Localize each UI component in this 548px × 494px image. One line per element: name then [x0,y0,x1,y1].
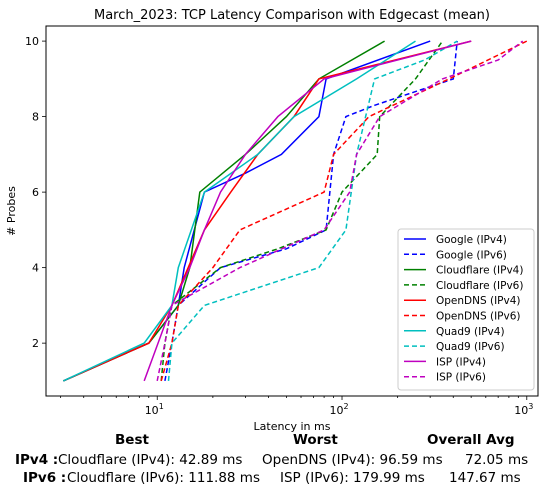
x-axis: 101 102 103 [60,396,533,417]
summary-ipv4-label: IPv4 : [15,452,59,468]
legend-label: Google (IPv4) [436,234,507,246]
summary-ipv4-worst: OpenDNS (IPv4): 96.59 ms [262,452,443,468]
summary-header-worst: Worst [293,432,338,448]
summary-header-best: Best [115,432,149,448]
x-axis-label: Latency in ms [254,420,331,433]
summary-ipv6-label: IPv6 : [23,470,67,486]
series-line-quad9-ipv6 [167,40,458,381]
series-line-google-ipv4 [62,40,431,382]
legend-label: ISP (IPv4) [436,356,486,368]
summary-ipv6-worst: ISP (IPv6): 179.99 ms [280,470,425,486]
summary-header-overall: Overall Avg [427,432,515,448]
y-tick-label: 8 [32,111,39,124]
series-line-cloudflare-ipv6 [160,40,444,381]
legend-label: Cloudflare (IPv6) [436,280,523,292]
x-tick-label: 102 [329,402,348,417]
y-axis: 2 4 6 8 10 [25,35,46,350]
legend-label: Quad9 (IPv4) [436,326,505,338]
series-line-isp-ipv6 [156,40,524,382]
summary-ipv6-best: Cloudflare (IPv6): 111.88 ms [67,470,260,486]
legend-label: ISP (IPv6) [436,372,486,384]
y-tick-label: 4 [32,262,39,275]
x-tick-label: 101 [145,402,164,417]
legend: Google (IPv4) Google (IPv6) Cloudflare (IP… [397,228,535,391]
legend-label: OpenDNS (IPv4) [436,295,521,307]
y-tick-label: 10 [25,35,39,48]
legend-label: Quad9 (IPv6) [436,341,505,353]
plot-frame [45,25,539,397]
summary-ipv4-best: Cloudflare (IPv4): 42.89 ms [58,452,243,468]
x-tick-label: 103 [514,402,533,417]
legend-label: Cloudflare (IPv4) [436,265,523,277]
y-tick-label: 2 [32,337,39,350]
series-line-opendns-ipv4 [62,40,472,382]
series-line-google-ipv6 [164,41,458,382]
series-line-opendns-ipv6 [160,40,528,382]
series-layer [62,40,528,382]
summary-ipv6-overall: 147.67 ms [449,470,521,486]
series-line-quad9-ipv4 [62,40,416,382]
summary-ipv4-overall: 72.05 ms [465,452,529,468]
series-line-isp-ipv4 [143,40,472,382]
legend-label: Google (IPv6) [436,249,507,261]
legend-box [397,228,535,391]
y-axis-label: # Probes [5,186,18,236]
chart-title: March_2023: TCP Latency Comparison with … [94,8,490,23]
legend-label: OpenDNS (IPv6) [436,311,521,323]
series-line-cloudflare-ipv4 [62,40,385,382]
y-tick-label: 6 [32,186,39,199]
